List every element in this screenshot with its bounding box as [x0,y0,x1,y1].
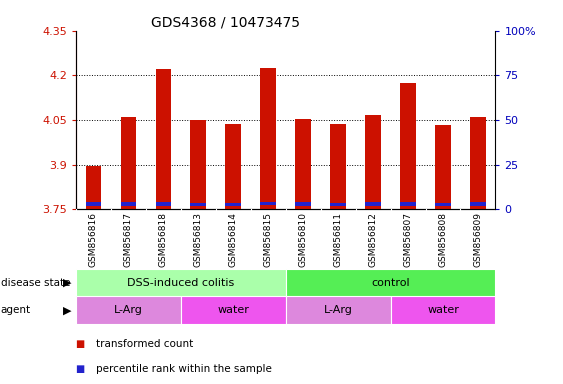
Bar [181,296,286,324]
Bar [190,203,206,206]
Text: GSM856816: GSM856816 [89,212,98,267]
Bar [470,117,486,209]
Text: GSM856813: GSM856813 [194,212,203,267]
Text: DSS-induced colitis: DSS-induced colitis [127,278,234,288]
Bar [86,202,101,206]
Bar [296,119,311,209]
Text: GSM856817: GSM856817 [124,212,133,267]
Bar [400,202,416,206]
Text: GSM856808: GSM856808 [439,212,448,267]
Bar [285,269,495,296]
Text: water: water [217,305,249,315]
Text: GSM856807: GSM856807 [404,212,413,267]
Bar [86,166,101,209]
Text: control: control [371,278,410,288]
Bar [76,269,285,296]
Text: GSM856815: GSM856815 [263,212,272,267]
Text: disease state: disease state [1,278,70,288]
Bar [225,203,241,206]
Bar [155,202,171,206]
Bar [260,68,276,209]
Bar [120,202,136,206]
Text: GDS4368 / 10473475: GDS4368 / 10473475 [151,15,300,29]
Bar [400,83,416,209]
Text: GSM856818: GSM856818 [159,212,168,267]
Text: L-Arg: L-Arg [324,305,352,315]
Text: L-Arg: L-Arg [114,305,143,315]
Bar [190,120,206,209]
Bar [470,202,486,206]
Bar [296,202,311,206]
Text: transformed count: transformed count [96,339,193,349]
Text: GSM856811: GSM856811 [334,212,343,267]
Text: ■: ■ [76,339,88,349]
Bar [155,70,171,209]
Text: ▶: ▶ [63,278,72,288]
Bar [330,124,346,209]
Bar [391,296,495,324]
Bar [120,117,136,209]
Bar [435,125,451,209]
Text: ■: ■ [76,364,88,374]
Bar [260,202,276,205]
Bar [365,202,381,206]
Bar [435,203,451,206]
Text: water: water [427,305,459,315]
Text: GSM856814: GSM856814 [229,212,238,267]
Text: ▶: ▶ [63,305,72,315]
Text: GSM856812: GSM856812 [369,212,378,267]
Bar [330,203,346,206]
Text: GSM856809: GSM856809 [473,212,482,267]
Text: agent: agent [1,305,31,315]
Bar [76,296,181,324]
Bar [285,296,391,324]
Bar [365,115,381,209]
Bar [225,124,241,209]
Text: GSM856810: GSM856810 [299,212,308,267]
Text: percentile rank within the sample: percentile rank within the sample [96,364,271,374]
